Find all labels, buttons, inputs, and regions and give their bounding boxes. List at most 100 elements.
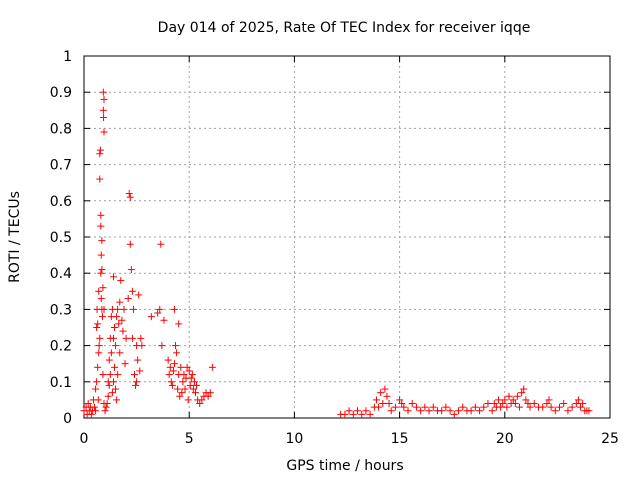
- data-point: [174, 385, 182, 393]
- data-point: [520, 385, 528, 393]
- data-point: [100, 114, 108, 122]
- data-point: [358, 410, 366, 418]
- data-point: [530, 400, 538, 408]
- data-point: [556, 403, 564, 411]
- data-point: [125, 190, 133, 198]
- data-point: [196, 400, 204, 408]
- grid-lines: [84, 56, 610, 418]
- data-point: [99, 88, 107, 96]
- x-tick-label: 10: [285, 431, 303, 447]
- data-point: [156, 305, 164, 313]
- data-point: [104, 392, 112, 400]
- data-point: [396, 396, 404, 404]
- data-point: [92, 407, 100, 415]
- data-point: [186, 381, 194, 389]
- data-point: [572, 400, 580, 408]
- data-point: [524, 400, 532, 408]
- data-point: [206, 389, 214, 397]
- data-point: [175, 320, 183, 328]
- data-point: [117, 276, 125, 284]
- data-point: [97, 211, 105, 219]
- data-point: [362, 407, 370, 415]
- data-point: [173, 349, 181, 357]
- data-point: [455, 407, 463, 415]
- data-point: [95, 349, 103, 357]
- data-point: [103, 400, 111, 408]
- data-point: [446, 407, 454, 415]
- data-point: [543, 400, 551, 408]
- data-point: [404, 407, 412, 415]
- data-point: [381, 385, 389, 393]
- data-point: [94, 396, 102, 404]
- data-point: [442, 403, 450, 411]
- data-point: [177, 363, 185, 371]
- data-point: [513, 392, 521, 400]
- data-point: [516, 403, 524, 411]
- data-point: [119, 327, 127, 335]
- data-point: [115, 320, 123, 328]
- data-point: [99, 106, 107, 114]
- data-point: [99, 313, 107, 321]
- data-point: [511, 400, 519, 408]
- data-point: [509, 396, 517, 404]
- x-axis: 0 5 10 15 20 25: [80, 56, 619, 447]
- data-point: [97, 295, 105, 303]
- data-point: [198, 396, 206, 404]
- data-point: [99, 371, 107, 379]
- data-point: [192, 389, 200, 397]
- data-point: [129, 305, 137, 313]
- data-point: [109, 273, 117, 281]
- data-point: [137, 334, 145, 342]
- data-point: [112, 385, 120, 393]
- x-tick-label: 0: [80, 431, 89, 447]
- data-point: [116, 349, 124, 357]
- data-point: [522, 396, 530, 404]
- data-point: [190, 378, 198, 386]
- data-point: [97, 269, 105, 277]
- data-point: [501, 396, 509, 404]
- data-point: [518, 389, 526, 397]
- x-tick-label: 15: [391, 431, 409, 447]
- data-point: [585, 407, 593, 415]
- x-tick-label: 20: [496, 431, 514, 447]
- data-point: [84, 400, 92, 408]
- data-point: [96, 334, 104, 342]
- data-point: [526, 403, 534, 411]
- data-point: [545, 396, 553, 404]
- y-tick-label: 0.1: [50, 375, 72, 391]
- data-point: [166, 363, 174, 371]
- data-point: [579, 400, 587, 408]
- data-point: [383, 392, 391, 400]
- data-point: [208, 363, 216, 371]
- data-point: [114, 305, 122, 313]
- data-point: [100, 95, 108, 103]
- data-point: [122, 334, 130, 342]
- data-point: [480, 403, 488, 411]
- data-point: [102, 403, 110, 411]
- data-point: [138, 342, 146, 350]
- data-point: [95, 342, 103, 350]
- y-tick-label: 0: [63, 411, 72, 427]
- data-point: [126, 240, 134, 248]
- y-tick-label: 0.9: [50, 85, 72, 101]
- data-point: [101, 407, 109, 415]
- y-tick-label: 0.6: [50, 194, 72, 210]
- data-point: [387, 407, 395, 415]
- data-point: [106, 371, 114, 379]
- data-point: [111, 363, 119, 371]
- data-point: [127, 266, 135, 274]
- data-point: [109, 378, 117, 386]
- data-point: [183, 363, 191, 371]
- y-tick-label: 0.3: [50, 302, 72, 318]
- data-point: [147, 313, 155, 321]
- data-point: [429, 403, 437, 411]
- data-point: [108, 389, 116, 397]
- data-point: [128, 334, 136, 342]
- data-point: [121, 360, 129, 368]
- data-point: [92, 385, 100, 393]
- y-axis: 0 0.1 0.2 0.3 0.4 0.5 0.6 0.7 0.8 0.9 1: [50, 49, 610, 427]
- plot-frame: [83, 55, 611, 419]
- data-point: [93, 378, 101, 386]
- data-point: [188, 371, 196, 379]
